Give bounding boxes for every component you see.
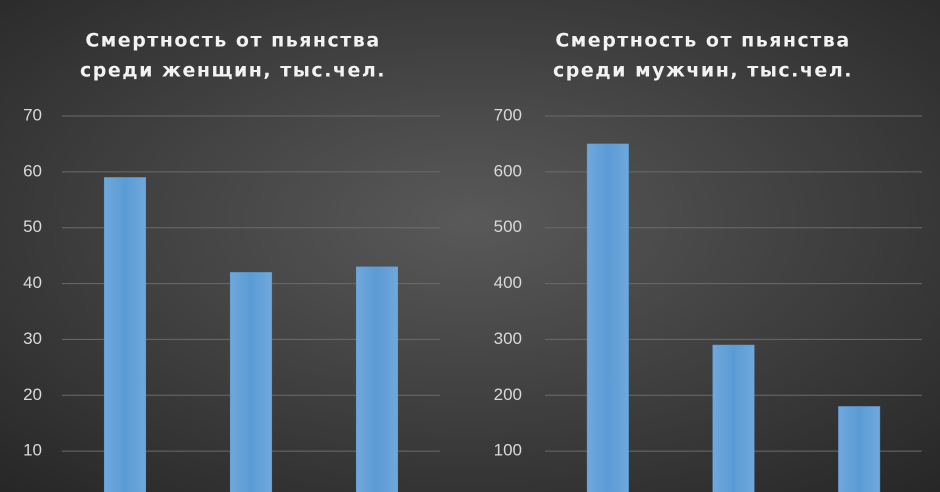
y-tick-label: 50 bbox=[23, 217, 42, 236]
y-tick-label: 700 bbox=[494, 105, 522, 124]
y-tick-label: 200 bbox=[494, 385, 522, 404]
bar bbox=[229, 272, 273, 492]
y-tick-label: 300 bbox=[494, 329, 522, 348]
y-tick-label: 400 bbox=[494, 273, 522, 292]
bar bbox=[838, 406, 881, 492]
bar bbox=[103, 177, 147, 492]
y-tick-label: 100 bbox=[494, 441, 522, 460]
bar bbox=[712, 344, 755, 492]
y-tick-label: 10 bbox=[23, 441, 42, 460]
y-tick-label: 40 bbox=[23, 273, 42, 292]
chart-title: Смертность от пьянства bbox=[555, 30, 850, 52]
bar bbox=[355, 266, 399, 492]
y-tick-label: 500 bbox=[494, 217, 522, 236]
y-tick-label: 20 bbox=[23, 385, 42, 404]
y-tick-label: 70 bbox=[23, 105, 42, 124]
chart-title: среди женщин, тыс.чел. bbox=[80, 60, 386, 82]
y-tick-label: 600 bbox=[494, 161, 522, 180]
bar bbox=[586, 143, 629, 492]
y-tick-label: 60 bbox=[23, 161, 42, 180]
chart-title: среди мужчин, тыс.чел. bbox=[553, 60, 853, 82]
y-tick-label: 30 bbox=[23, 329, 42, 348]
chart-title: Смертность от пьянства bbox=[85, 30, 380, 52]
